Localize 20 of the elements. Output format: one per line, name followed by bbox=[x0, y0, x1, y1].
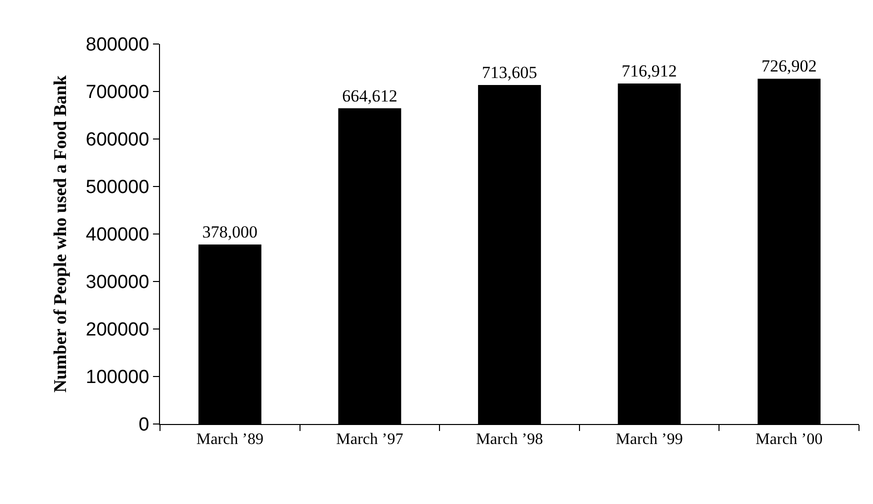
y-tick-label: 600000 bbox=[86, 130, 150, 151]
x-tick-label: March ’00 bbox=[756, 431, 823, 448]
data-label: 726,902 bbox=[761, 56, 817, 76]
x-tick-label: March ’97 bbox=[336, 431, 404, 448]
data-label: 378,000 bbox=[202, 222, 258, 242]
data-label: 713,605 bbox=[482, 63, 538, 82]
y-tick-label: 400000 bbox=[86, 224, 150, 246]
y-tick-label: 300000 bbox=[86, 272, 150, 294]
x-tick-label: March ’98 bbox=[476, 431, 544, 448]
x-tick-label: March ’89 bbox=[196, 431, 264, 448]
y-tick-label: 100000 bbox=[86, 367, 150, 388]
x-tick-label: March ’99 bbox=[616, 431, 683, 448]
y-axis-title: Number of People who used a Food Bank bbox=[50, 75, 70, 393]
data-label: 664,612 bbox=[342, 86, 398, 106]
y-tick-label: 500000 bbox=[86, 177, 150, 198]
y-tick-label: 0 bbox=[138, 414, 150, 436]
y-tick-label: 200000 bbox=[86, 320, 150, 341]
y-tick-label: 700000 bbox=[86, 82, 150, 104]
y-tick-label: 800000 bbox=[86, 34, 150, 56]
data-label: 716,912 bbox=[622, 61, 677, 80]
